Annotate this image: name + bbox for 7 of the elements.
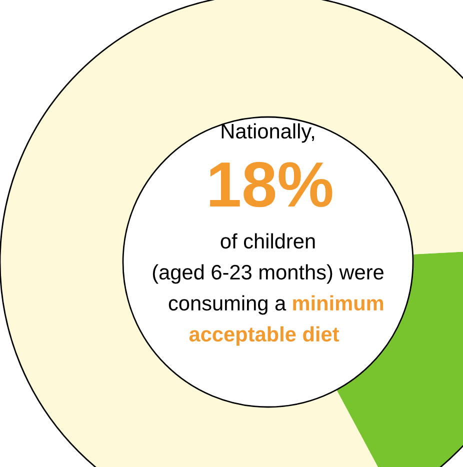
text: (aged 6-23 months) were bbox=[152, 264, 384, 284]
text: of children bbox=[220, 233, 315, 249]
text: minimum bbox=[293, 295, 384, 311]
text: 18% bbox=[210, 162, 332, 208]
text: consuming a bbox=[168, 295, 286, 315]
text: Nationally, bbox=[222, 123, 314, 143]
text: acceptable diet bbox=[189, 326, 340, 346]
